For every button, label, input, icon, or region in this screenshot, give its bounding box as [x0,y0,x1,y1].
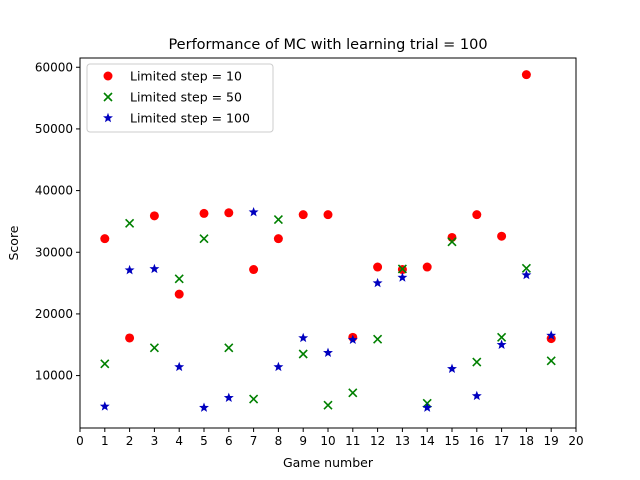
data-point-s0-3 [174,289,184,299]
data-point-s0-18 [546,334,556,344]
data-point-s2-2 [149,263,160,274]
data-point-s2-9 [323,347,333,357]
data-point-s0-17 [521,70,531,80]
data-point-s0-8 [298,210,308,220]
legend-marker-1 [103,92,113,102]
data-point-s2-11 [372,277,383,288]
data-point-s2-7 [273,361,284,372]
data-point-s0-9 [323,210,333,220]
data-point-s0-15 [472,210,482,220]
data-point-s0-7 [273,234,283,244]
data-point-s2-3 [174,361,185,372]
data-marks [99,70,557,412]
x-tick-label: 9 [299,434,307,448]
x-tick-label: 19 [544,434,559,448]
x-tick-label: 18 [519,434,534,448]
data-point-s2-16 [496,339,507,349]
data-point-s0-4 [199,208,209,218]
data-point-s2-6 [248,206,259,217]
x-tick-label: 2 [126,434,134,448]
data-point-s1-10 [348,388,358,398]
data-point-s2-5 [223,392,234,402]
data-point-s0-11 [373,262,383,272]
data-point-s1-4 [199,234,209,244]
data-point-s1-8 [298,349,308,359]
y-tick-label: 40000 [35,184,73,198]
data-point-s1-16 [497,332,507,342]
x-axis-label: Game number [283,455,374,470]
legend-marker-0 [103,71,113,81]
data-point-s1-9 [323,400,333,410]
x-tick-label: 8 [275,434,283,448]
data-point-s2-12 [397,272,408,282]
chart-title: Performance of MC with learning trial = … [168,37,487,53]
x-tick-label: 5 [200,434,208,448]
data-point-s0-6 [249,265,259,275]
data-point-s2-8 [298,332,309,343]
x-tick-label: 11 [345,434,360,448]
x-tick-label: 16 [469,434,484,448]
x-tick-label: 17 [494,434,509,448]
data-point-s1-3 [174,274,184,284]
legend-entry-label: Limited step = 10 [130,69,242,84]
x-tick-label: 15 [444,434,459,448]
data-point-s2-13 [422,402,433,412]
data-point-s2-14 [447,363,457,374]
data-point-s1-14 [447,237,457,247]
data-point-s1-7 [273,215,283,225]
data-point-s1-6 [249,394,259,404]
x-tick-label: 4 [175,434,183,448]
data-point-s0-16 [497,231,507,241]
data-point-s2-17 [521,269,532,280]
data-point-s2-4 [199,402,209,412]
data-point-s1-12 [397,264,407,274]
data-point-s2-0 [99,401,110,411]
data-point-s2-18 [546,330,557,340]
data-point-s2-10 [347,334,358,345]
legend-marker-2 [103,112,113,123]
data-point-s1-1 [125,218,135,228]
data-point-s2-15 [471,390,482,401]
x-tick-label: 13 [395,434,410,448]
x-tick-label: 7 [250,434,258,448]
data-point-s1-2 [149,343,159,353]
data-point-s1-5 [224,343,234,353]
x-tick-label: 10 [320,434,335,448]
x-tick-label: 6 [225,434,233,448]
y-tick-label: 20000 [35,307,73,321]
legend: Limited step = 10 Limited step = 50 Limite… [86,63,274,133]
y-tick-label: 10000 [35,369,73,383]
legend-box [86,63,274,133]
x-tick-label: 0 [76,434,84,448]
data-point-s1-15 [472,357,482,367]
x-axis-ticks: 0 1 2 3 4 5 6 7 8 9 10 11 12 13 14 15 16 17 18 19 20 [76,428,584,448]
data-point-s1-18 [546,356,556,366]
y-tick-label: 50000 [35,122,73,136]
data-point-s1-17 [521,263,531,273]
x-tick-label: 14 [420,434,435,448]
y-tick-label: 60000 [35,60,73,74]
x-tick-label: 12 [370,434,385,448]
data-point-s0-1 [125,333,135,343]
legend-entry-label: Limited step = 100 [130,111,250,126]
data-point-s0-0 [100,234,110,244]
x-tick-label: 3 [151,434,159,448]
data-point-s1-0 [100,359,110,369]
y-tick-label: 30000 [35,245,73,259]
data-point-s0-5 [224,208,234,218]
x-tick-label: 20 [568,434,583,448]
data-point-s2-1 [124,264,135,275]
x-tick-label: 1 [101,434,109,448]
y-axis-ticks: 10000 20000 30000 40000 50000 60000 [35,60,80,383]
legend-entry-label: Limited step = 50 [130,90,242,105]
data-point-s0-14 [447,232,457,242]
data-point-s1-11 [373,334,383,344]
y-axis-label: Score [6,225,21,260]
data-point-s0-13 [422,262,432,272]
data-point-s0-2 [149,211,159,221]
